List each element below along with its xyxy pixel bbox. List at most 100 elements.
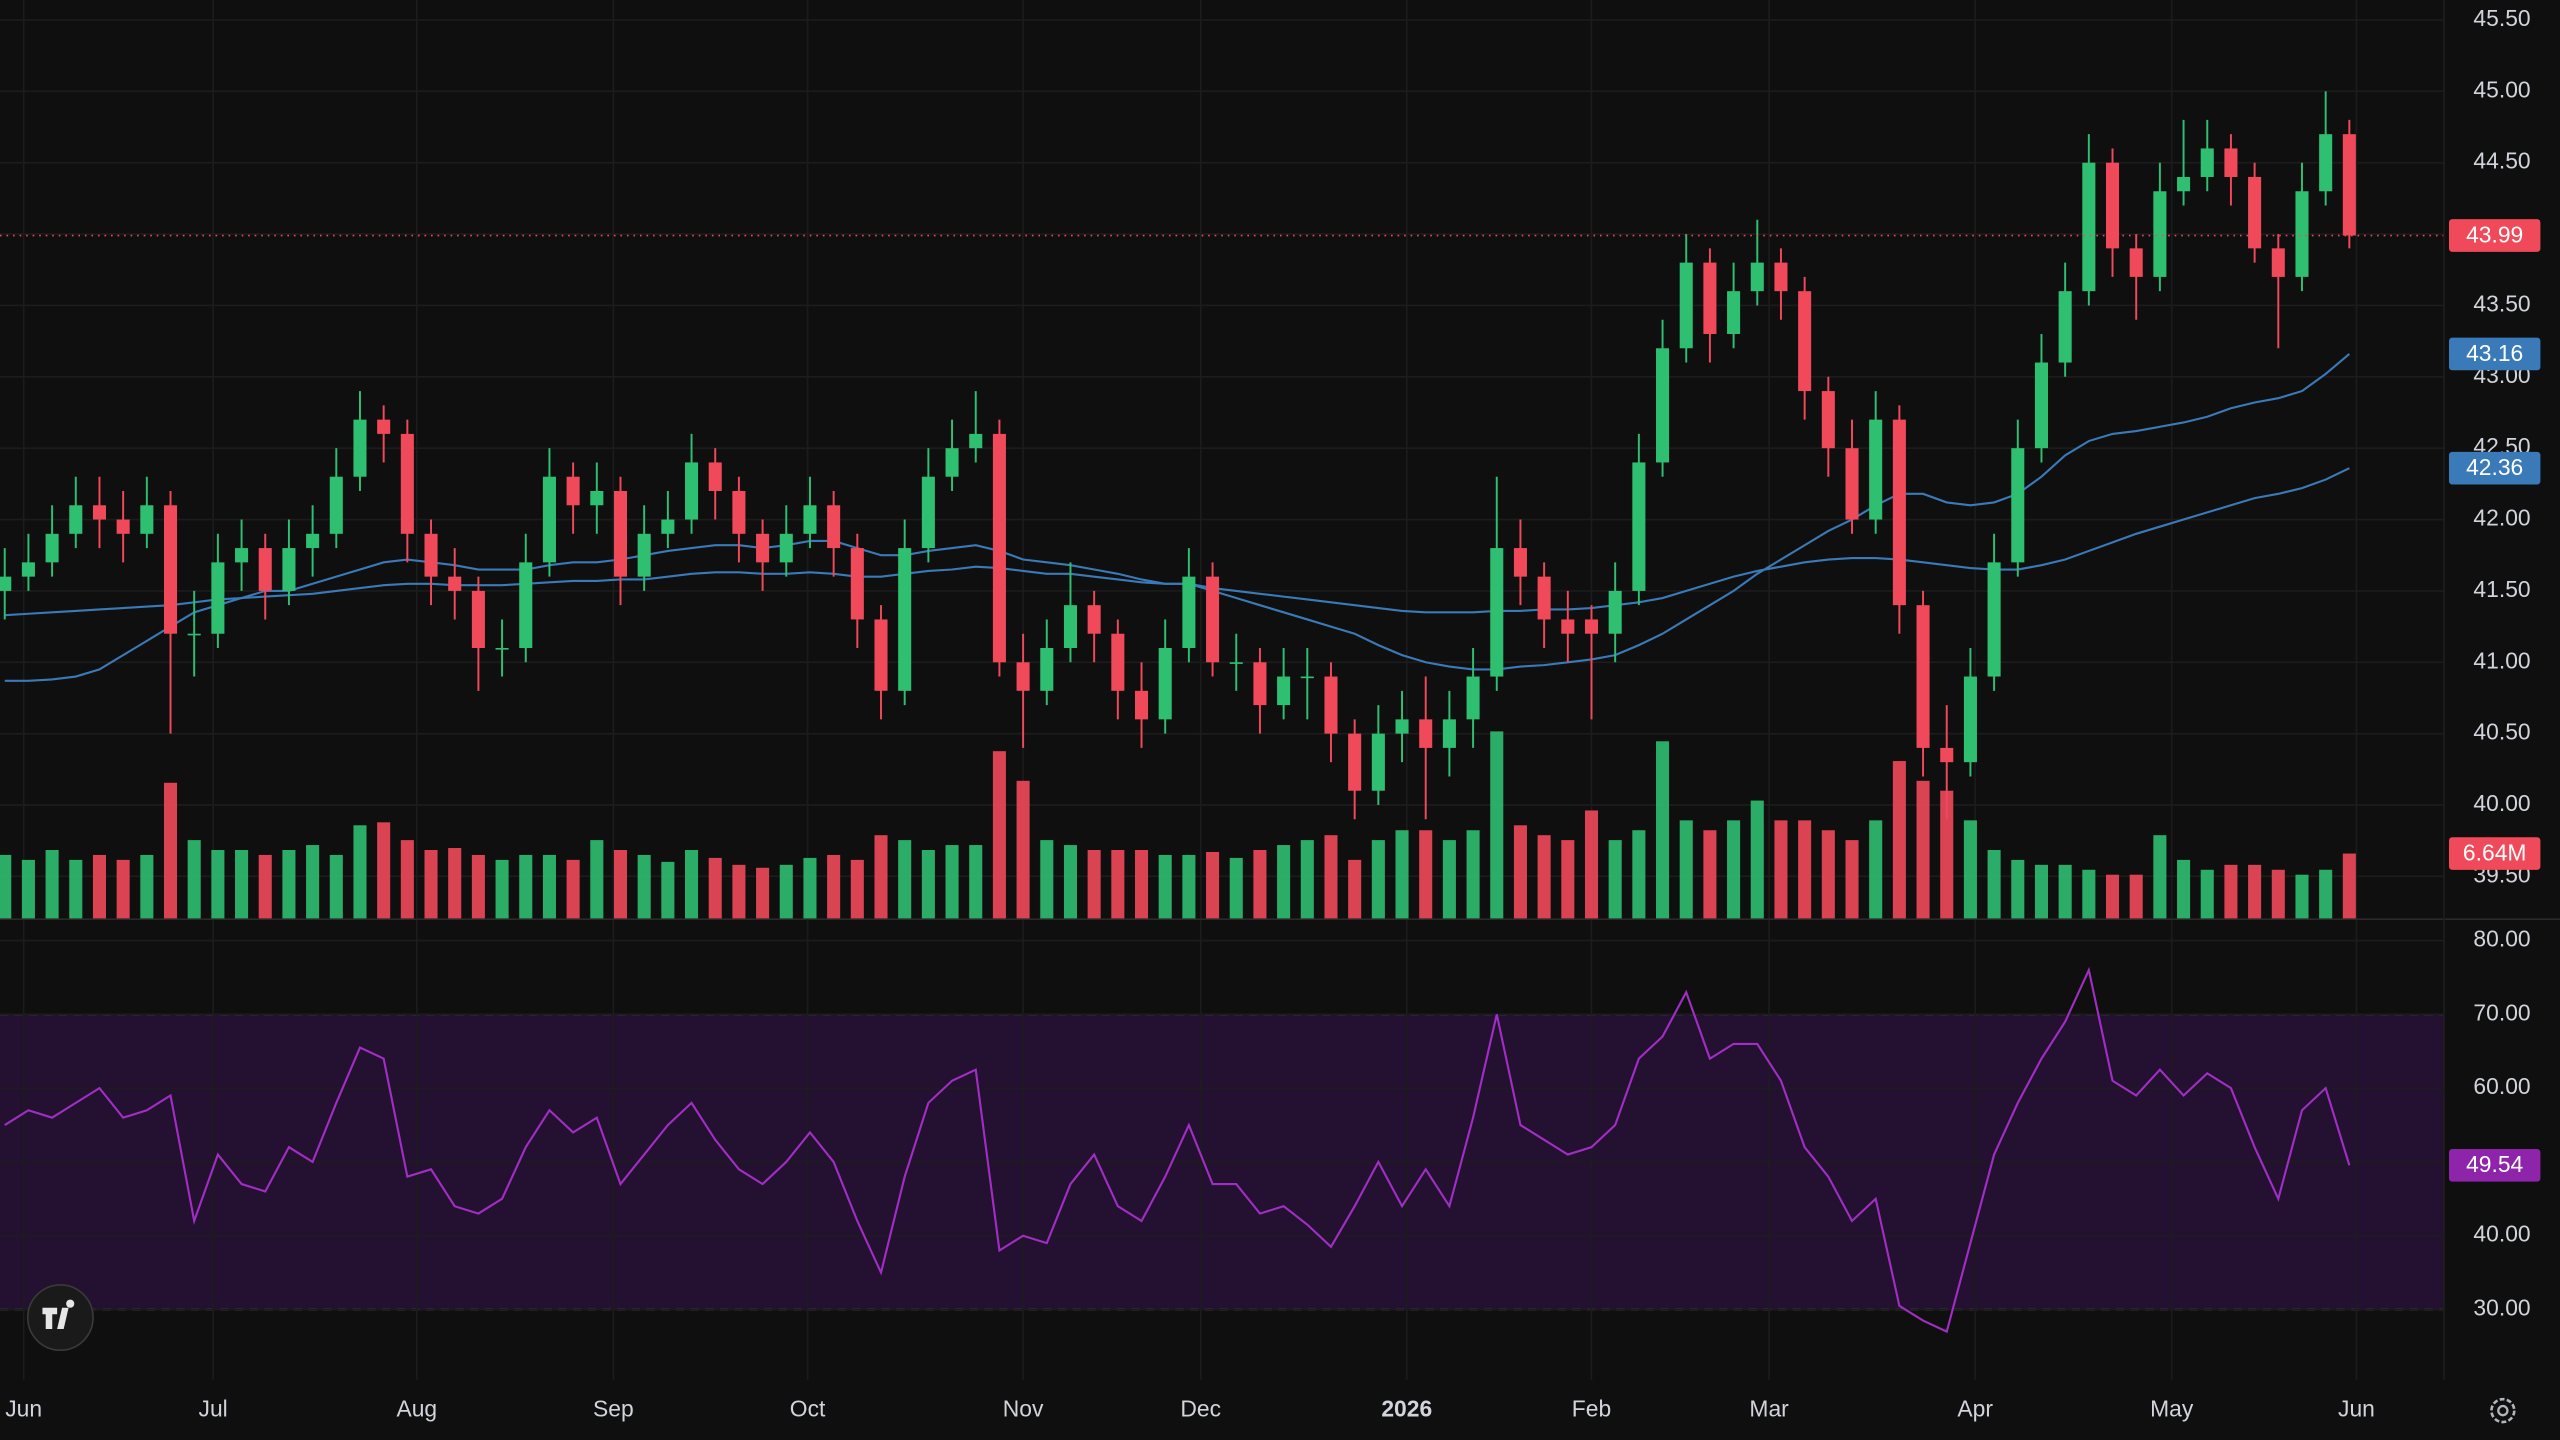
- gear-inner: [2497, 1404, 2509, 1417]
- volume-bar: [21, 859, 35, 920]
- volume-bar: [1845, 840, 1859, 920]
- moving-average-line: [4, 467, 2350, 617]
- candle-body: [1656, 348, 1670, 463]
- candle-body: [1229, 662, 1243, 664]
- last-price-label-bg: [2448, 219, 2541, 252]
- chart-layer: [0, 0, 2445, 1380]
- candle-body: [969, 433, 983, 449]
- volume-bar: [1608, 840, 1622, 920]
- moving-average-label-bg: [2448, 451, 2541, 485]
- candle-body: [2319, 134, 2333, 192]
- tradingview-logo[interactable]: [26, 1284, 94, 1352]
- volume-bar: [1987, 849, 2001, 920]
- volume-bar: [2153, 835, 2167, 920]
- volume-bar: [1229, 857, 1243, 920]
- candle-body: [448, 576, 462, 591]
- candle-body: [1371, 733, 1385, 791]
- price-tick-label: 44.50: [2473, 148, 2530, 174]
- candle-body: [1940, 747, 1954, 763]
- price-tick-label: 41.00: [2473, 647, 2530, 673]
- candle-body: [1869, 419, 1883, 520]
- candle-body: [2200, 148, 2214, 177]
- candle-body: [377, 419, 391, 434]
- candle-body: [2034, 362, 2049, 449]
- candle-body: [1845, 448, 1859, 520]
- volume-bar: [2105, 874, 2120, 920]
- candle-body: [756, 533, 770, 563]
- volume-bar: [685, 849, 699, 920]
- candle-body: [1679, 262, 1693, 349]
- volume-bar: [779, 864, 793, 920]
- volume-bar: [1016, 780, 1030, 920]
- volume-bar: [1134, 849, 1149, 920]
- x-tick-label: Nov: [1003, 1396, 1044, 1422]
- x-tick-label: Jun: [2338, 1396, 2375, 1422]
- candle-body: [1253, 662, 1267, 706]
- volume-bar: [1798, 820, 1812, 920]
- volume-bar: [1727, 820, 1741, 920]
- candle-body: [1727, 291, 1741, 334]
- volume-bar: [471, 854, 485, 920]
- candle-body: [2011, 448, 2025, 563]
- candle-body: [2153, 191, 2167, 277]
- x-tick-label: Jun: [5, 1396, 42, 1422]
- volume-bar: [542, 854, 556, 920]
- candle-body: [1703, 262, 1717, 334]
- volume-bar: [708, 857, 722, 920]
- volume-bar: [969, 845, 983, 920]
- candle-body: [1916, 605, 1930, 748]
- volume-bar: [1442, 840, 1456, 920]
- candle-body: [637, 533, 651, 577]
- volume-bar: [1703, 830, 1717, 920]
- candle-body: [1158, 647, 1172, 720]
- candle-body: [1277, 676, 1291, 706]
- volume-bar: [590, 840, 604, 920]
- candle-body: [282, 548, 296, 591]
- candle-body: [1608, 590, 1622, 634]
- candle-body: [21, 562, 35, 577]
- x-tick-label: Oct: [790, 1396, 826, 1422]
- candle-body: [2058, 291, 2072, 363]
- volume-bar: [1892, 761, 1906, 920]
- candle-body: [2342, 134, 2356, 236]
- volume-bar: [2082, 869, 2096, 920]
- price-tick-label: 45.50: [2473, 5, 2530, 31]
- candle-body: [613, 490, 628, 577]
- volume-bar: [0, 854, 12, 920]
- candle-body: [1513, 548, 1527, 577]
- candle-body: [69, 505, 83, 534]
- rsi-tick-label: 40.00: [2473, 1221, 2530, 1247]
- candle-body: [1490, 548, 1504, 677]
- candle-body: [1561, 619, 1575, 634]
- candle-body: [211, 562, 225, 634]
- settings-button[interactable]: [2490, 1397, 2516, 1424]
- volume-bar: [1182, 854, 1196, 920]
- volume-bar: [1537, 835, 1551, 920]
- volume-bar: [1632, 830, 1646, 920]
- volume-bar: [92, 854, 106, 920]
- candle-body: [258, 548, 272, 591]
- volume-bar: [2129, 874, 2143, 920]
- candle-body: [140, 505, 154, 534]
- x-tick-label: Sep: [593, 1396, 634, 1422]
- candle-body: [1300, 676, 1314, 679]
- rsi-line: [4, 966, 2351, 1334]
- price-tick-label: 40.50: [2473, 719, 2530, 745]
- volume-bar: [566, 859, 580, 920]
- volume-bar: [1916, 780, 1930, 920]
- price-tick-label: 40.00: [2473, 790, 2530, 816]
- rsi-label: 49.54: [2466, 1151, 2523, 1177]
- x-tick-label: Apr: [1957, 1396, 1993, 1422]
- candle-body: [1774, 262, 1788, 292]
- volume-bar: [1656, 741, 1670, 920]
- moving-average-label: 43.16: [2466, 340, 2523, 366]
- candle-body: [424, 533, 438, 577]
- candle-body: [945, 448, 959, 477]
- candle-body: [1419, 719, 1433, 748]
- candle-body: [898, 548, 912, 691]
- volume-label-bg: [2448, 837, 2541, 870]
- volume-bar: [1063, 845, 1078, 920]
- candle-body: [1348, 733, 1362, 791]
- candle-body: [163, 505, 178, 634]
- candle-body: [590, 490, 604, 506]
